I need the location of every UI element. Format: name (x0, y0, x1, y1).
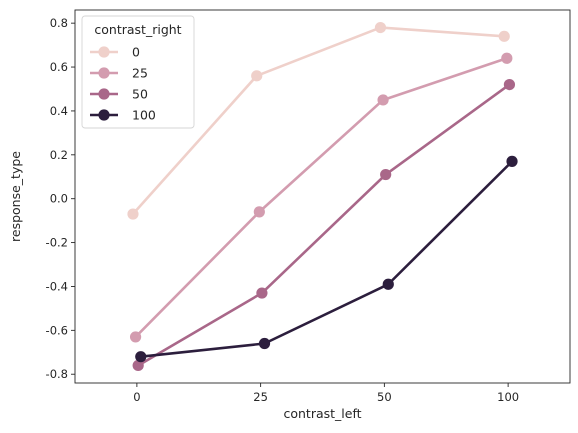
data-point-25-0 (129, 331, 142, 343)
x-tick-label: 50 (377, 390, 392, 404)
data-point-0-50 (374, 21, 387, 34)
y-tick-label: 0.0 (50, 192, 68, 206)
data-point-100-100 (506, 155, 518, 167)
y-tick-label: 0.2 (50, 148, 68, 162)
series-line-100 (139, 160, 514, 358)
y-tick-label: 0.4 (50, 104, 68, 118)
y-tick-label: 0.6 (50, 60, 68, 74)
data-point-100-25 (258, 337, 271, 350)
legend-swatch-marker-25 (98, 67, 110, 79)
y-tick-label: 0.8 (50, 16, 68, 30)
series-line-50 (136, 83, 511, 367)
data-point-50-100 (503, 79, 516, 91)
legend-swatch-marker-0 (98, 46, 110, 58)
data-point-0-25 (251, 70, 263, 82)
x-axis-label: contrast_left (283, 406, 361, 421)
y-tick-label: -0.8 (46, 367, 68, 381)
y-tick-label: -0.6 (46, 323, 68, 337)
legend-entry-label: 100 (132, 108, 156, 123)
data-point-50-25 (256, 287, 268, 299)
x-tick-label: 0 (133, 390, 140, 404)
legend-entry-label: 25 (132, 66, 148, 81)
data-point-0-0 (127, 208, 139, 220)
data-point-50-50 (380, 168, 392, 181)
plot-frame (74, 9, 571, 384)
data-point-25-100 (501, 52, 513, 64)
data-point-100-0 (135, 351, 147, 363)
x-tick-label: 100 (497, 390, 519, 404)
data-point-25-50 (377, 94, 389, 106)
data-point-50-0 (132, 359, 144, 372)
legend-box (81, 15, 195, 129)
series-line-0 (131, 26, 506, 216)
data-point-0-100 (498, 30, 510, 42)
legend-title: contrast_right (94, 22, 181, 37)
legend-entry-label: 50 (132, 87, 148, 102)
y-tick-label: -0.4 (46, 279, 68, 293)
legend-swatch-marker-50 (98, 88, 110, 100)
x-tick-label: 25 (253, 390, 268, 404)
data-point-25-25 (253, 206, 265, 218)
data-point-100-50 (382, 278, 394, 290)
legend-entry-label: 0 (132, 45, 140, 60)
legend: contrast_right 0 25 50 100 (81, 15, 195, 129)
y-axis-label: response_type (8, 151, 23, 242)
legend-swatch-marker-100 (98, 109, 110, 121)
y-tick-label: -0.2 (46, 236, 68, 250)
series-line-25 (134, 56, 509, 339)
